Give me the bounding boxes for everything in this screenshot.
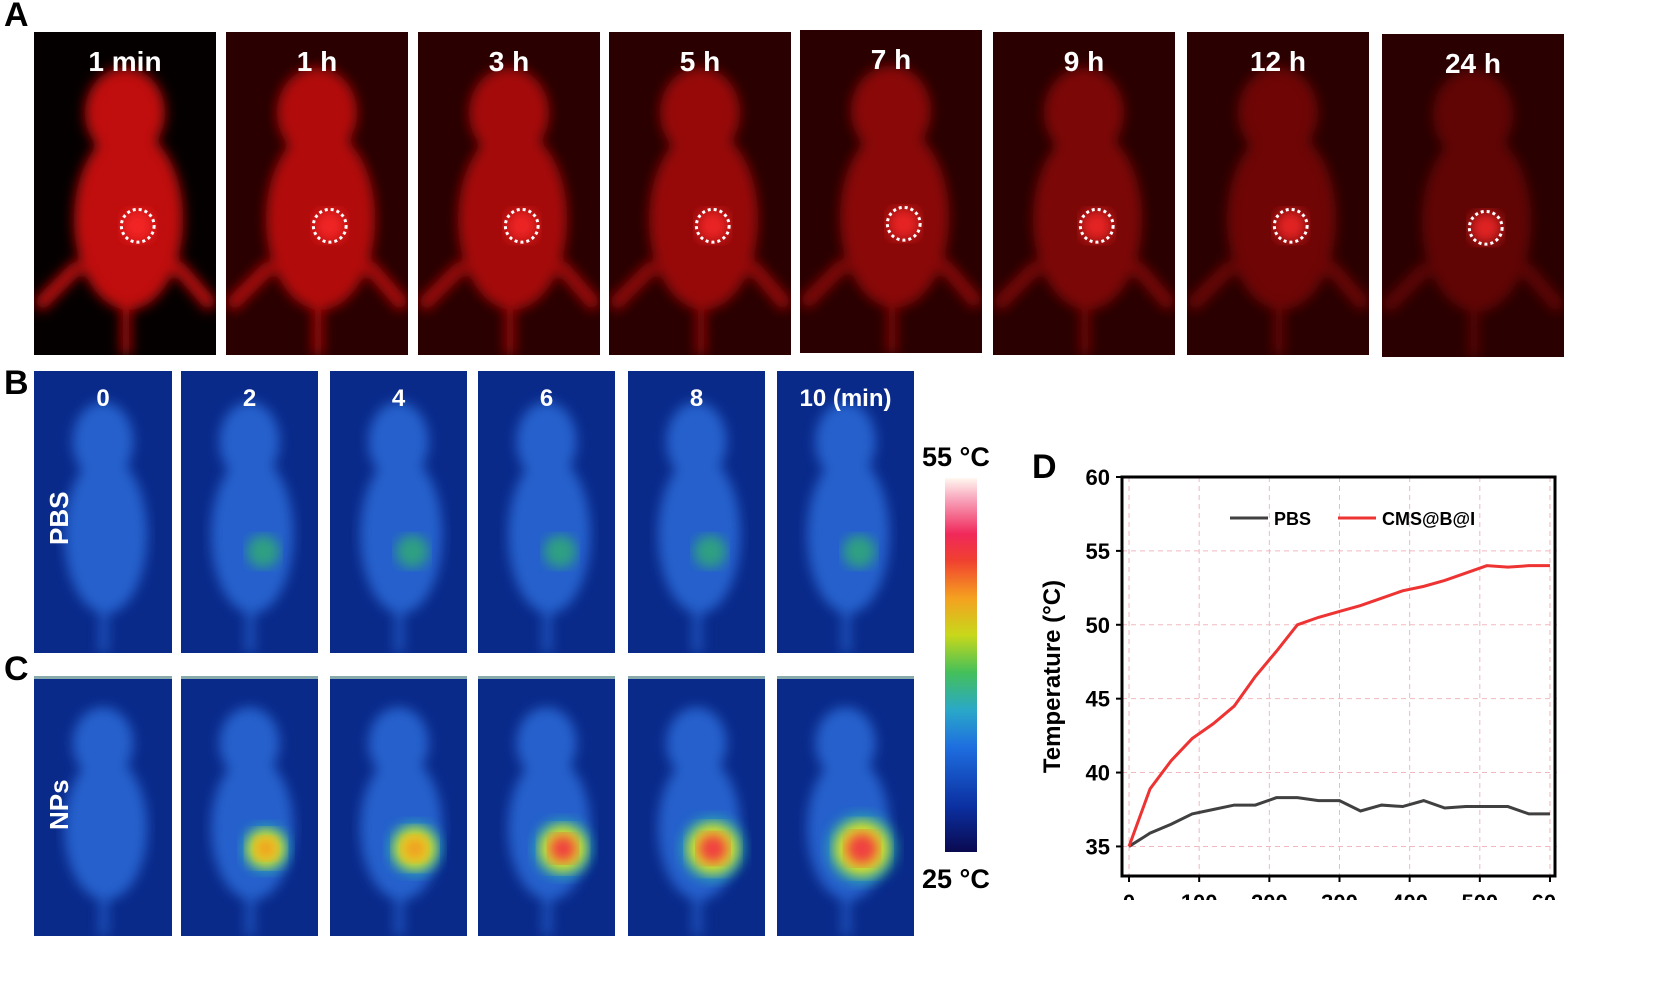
panel-label-a: A bbox=[4, 0, 29, 34]
row-label-pbs: PBS bbox=[44, 491, 74, 545]
x-tick-label: 400 bbox=[1391, 890, 1428, 900]
temperature-chart: 0 100 200 300 400 500 600 35 40 45 50 55 60 PBS CMS@B@… bbox=[1039, 465, 1557, 900]
fluorescence-image: 1 min bbox=[34, 32, 216, 355]
y-axis-label: Temperature (°C) bbox=[1039, 580, 1066, 773]
x-tick-label: 0 bbox=[1123, 890, 1135, 900]
timepoint-label: 7 h bbox=[870, 44, 912, 75]
thermal-image-pbs: 6 bbox=[478, 371, 615, 653]
fluorescence-image: 3 h bbox=[418, 32, 600, 355]
temperature-colorbar bbox=[945, 478, 977, 852]
thermal-image-nps bbox=[330, 676, 467, 936]
legend-label: CMS@B@I bbox=[1382, 509, 1475, 529]
timepoint-label: 1 h bbox=[296, 46, 338, 77]
time-label: 10 (min) bbox=[799, 385, 892, 412]
panel-label-d: D bbox=[1032, 448, 1057, 486]
fluorescence-image: 7 h bbox=[800, 30, 982, 353]
timepoint-label: 3 h bbox=[488, 46, 530, 77]
thermal-image-pbs: 0 bbox=[34, 371, 172, 653]
fluorescence-image: 5 h bbox=[609, 32, 791, 355]
legend-label: PBS bbox=[1274, 509, 1311, 529]
panel-label-b: B bbox=[4, 364, 29, 402]
thermal-image-nps bbox=[34, 676, 172, 936]
timepoint-label: 1 min bbox=[88, 46, 162, 77]
thermal-image-nps bbox=[181, 676, 318, 936]
row-label-nps: NPs bbox=[44, 779, 74, 830]
thermal-image-pbs: 8 bbox=[628, 371, 765, 653]
timepoint-label: 24 h bbox=[1444, 48, 1502, 79]
timepoint-label: 12 h bbox=[1249, 46, 1307, 77]
panel-label-c: C bbox=[4, 650, 29, 688]
x-tick-label: 100 bbox=[1181, 890, 1218, 900]
time-label: 0 bbox=[96, 385, 110, 412]
y-tick-label: 45 bbox=[1086, 687, 1110, 712]
thermal-image-pbs: 10 (min) bbox=[777, 371, 914, 653]
thermal-image-nps bbox=[628, 676, 765, 936]
fluorescence-image: 12 h bbox=[1187, 32, 1369, 355]
colorbar-max-label: 55 °C bbox=[922, 442, 990, 472]
thermal-image-pbs: 2 bbox=[181, 371, 318, 653]
x-tick-label: 300 bbox=[1321, 890, 1358, 900]
y-tick-label: 55 bbox=[1086, 539, 1110, 564]
timepoint-label: 9 h bbox=[1063, 46, 1105, 77]
series-line-pbs bbox=[1128, 796, 1550, 848]
colorbar-min-label: 25 °C bbox=[922, 864, 990, 894]
y-tick-label: 60 bbox=[1086, 465, 1110, 490]
series-line-cms@b@i bbox=[1127, 564, 1550, 847]
y-tick-label: 35 bbox=[1086, 834, 1110, 859]
plot-frame bbox=[1120, 475, 1557, 878]
fluorescence-image: 1 h bbox=[226, 32, 408, 355]
time-label: 2 bbox=[242, 385, 257, 412]
thermal-image-nps bbox=[777, 676, 914, 936]
time-label: 6 bbox=[539, 385, 554, 412]
time-label: 4 bbox=[391, 385, 406, 412]
thermal-image-pbs: 4 bbox=[330, 371, 467, 653]
x-tick-label: 600 bbox=[1532, 890, 1557, 900]
x-tick-label: 200 bbox=[1251, 890, 1288, 900]
timepoint-label: 5 h bbox=[679, 46, 721, 77]
fluorescence-image: 9 h bbox=[993, 32, 1175, 355]
fluorescence-image: 24 h bbox=[1382, 34, 1564, 357]
y-tick-label: 40 bbox=[1086, 761, 1110, 786]
x-tick-label: 500 bbox=[1461, 890, 1498, 900]
y-tick-label: 50 bbox=[1086, 613, 1110, 638]
time-label: 8 bbox=[689, 385, 704, 412]
thermal-image-nps bbox=[478, 676, 615, 936]
